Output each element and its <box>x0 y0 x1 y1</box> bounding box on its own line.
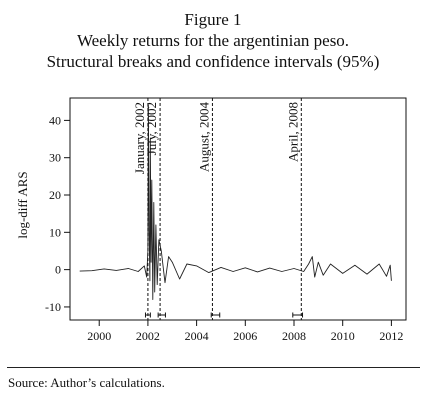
break-label: July, 2002 <box>144 102 159 155</box>
x-tick-label: 2004 <box>185 329 209 343</box>
x-tick-label: 2000 <box>87 329 111 343</box>
y-tick-label: 10 <box>49 225 61 239</box>
y-tick-label: 30 <box>49 151 61 165</box>
figure-title: Weekly returns for the argentinian peso. <box>76 31 350 50</box>
x-tick-label: 2010 <box>331 329 355 343</box>
y-tick-label: 0 <box>55 263 61 277</box>
figure-header: Figure 1 Weekly returns for the argentin… <box>0 9 426 72</box>
y-axis: -10 0 10 20 30 40 <box>45 113 70 314</box>
x-tick-label: 2008 <box>282 329 306 343</box>
x-tick-label: 2002 <box>136 329 160 343</box>
plot-frame <box>69 97 407 321</box>
returns-series-line <box>79 105 392 300</box>
series-layer <box>79 105 392 300</box>
source-note: Source: Author’s calculations. <box>8 375 165 390</box>
break-label: August, 2004 <box>196 102 211 173</box>
x-tick-label: 2006 <box>233 329 257 343</box>
x-axis: 2000 2002 2004 2006 2008 2010 2012 <box>87 320 403 343</box>
x-tick-label: 2012 <box>379 329 403 343</box>
break-label: January, 2002 <box>132 102 147 174</box>
y-axis-label: log-diff ARS <box>15 171 30 238</box>
y-tick-label: 40 <box>49 113 61 127</box>
footer-divider <box>7 367 420 368</box>
y-tick-label: 20 <box>49 188 61 202</box>
y-tick-label: -10 <box>45 300 61 314</box>
figure-label: Figure 1 <box>184 10 242 29</box>
figure-subtitle: Structural breaks and confidence interva… <box>46 52 380 71</box>
break-label: April, 2008 <box>285 102 300 162</box>
